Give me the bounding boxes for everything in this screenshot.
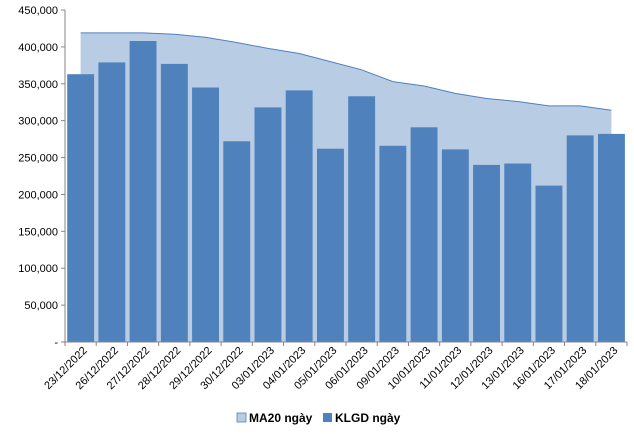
- bar-klgd-29-12-2022: [192, 87, 219, 342]
- legend-swatch-klgd: [323, 413, 332, 422]
- legend-swatch-ma20: [236, 412, 247, 423]
- y-tick-label: 450,000: [18, 5, 58, 17]
- y-tick-label: 250,000: [18, 153, 58, 165]
- legend-label-ma20: MA20 ngày: [249, 411, 313, 425]
- bar-klgd-16-01-2023: [535, 185, 563, 342]
- bar-klgd-18-01-2023: [598, 133, 625, 342]
- bar-klgd-13-01-2023: [504, 163, 532, 342]
- y-tick-label: 150,000: [18, 226, 58, 238]
- bar-klgd-10-01-2023: [410, 127, 438, 342]
- y-tick-label: 400,000: [18, 42, 58, 54]
- legend: MA20 ngày KLGD ngày: [236, 411, 401, 425]
- bar-klgd-27-12-2022: [129, 41, 157, 342]
- bar-klgd-28-12-2022: [160, 63, 188, 343]
- bar-klgd-04-01-2023: [285, 90, 313, 343]
- bar-klgd-06-01-2023: [348, 96, 376, 342]
- ma20-area-layer: [80, 32, 612, 343]
- bar-klgd-17-01-2023: [566, 135, 594, 342]
- ma20-line: [80, 32, 612, 111]
- y-tick-label: 200,000: [18, 189, 58, 201]
- y-tick-label: 50,000: [24, 300, 58, 312]
- ma20-area: [80, 32, 612, 343]
- bar-klgd-26-12-2022: [98, 62, 126, 343]
- legend-label-klgd: KLGD ngày: [335, 411, 401, 425]
- y-tick-label: 100,000: [18, 263, 58, 275]
- klgd-bar-layer: [67, 41, 625, 343]
- bar-klgd-05-01-2023: [317, 148, 344, 342]
- y-tick-label: 350,000: [18, 79, 58, 91]
- bar-klgd-03-01-2023: [254, 107, 282, 343]
- bar-klgd-09-01-2023: [379, 145, 407, 342]
- bar-klgd-23-12-2022: [67, 74, 95, 342]
- bar-klgd-30-12-2022: [223, 141, 251, 342]
- y-tick-label: 300,000: [18, 116, 58, 128]
- y-tick-label: -: [54, 337, 58, 349]
- bar-klgd-12-01-2023: [473, 164, 500, 342]
- bar-klgd-11-01-2023: [441, 149, 469, 342]
